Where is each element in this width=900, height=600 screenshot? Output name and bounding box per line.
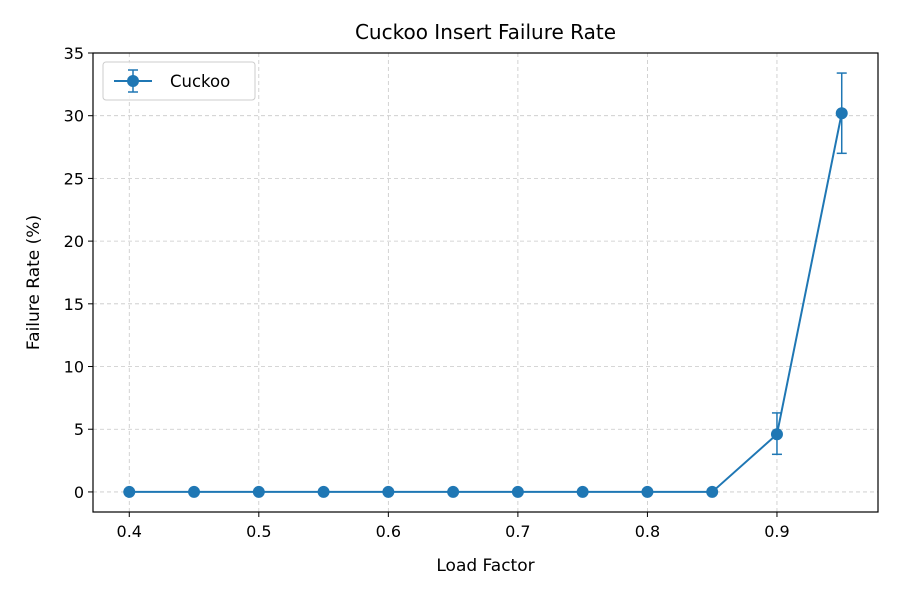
data-point bbox=[382, 485, 395, 498]
y-tick-label: 0 bbox=[74, 483, 84, 502]
x-axis-label: Load Factor bbox=[436, 556, 534, 576]
data-point bbox=[188, 485, 201, 498]
series-layer bbox=[123, 72, 848, 498]
ticks: 0.4 0.5 0.6 0.7 0.8 0.9 0 5 10 15 20 25 30 35 bbox=[64, 44, 790, 541]
y-tick-label: 5 bbox=[74, 420, 84, 439]
x-tick-label: 0.9 bbox=[764, 522, 789, 541]
y-tick-label: 30 bbox=[64, 107, 84, 126]
data-point bbox=[447, 485, 460, 498]
legend-box bbox=[102, 61, 256, 101]
y-tick-label: 20 bbox=[64, 232, 84, 251]
data-point bbox=[641, 485, 654, 498]
data-point bbox=[770, 428, 783, 441]
data-point bbox=[576, 485, 589, 498]
data-point bbox=[317, 485, 330, 498]
data-point bbox=[123, 485, 136, 498]
plot-frame bbox=[92, 52, 879, 513]
legend: Cuckoo bbox=[102, 61, 256, 101]
data-point bbox=[706, 485, 719, 498]
data-point bbox=[835, 107, 848, 120]
y-axis-label: Failure Rate (%) bbox=[24, 215, 44, 350]
legend-label: Cuckoo bbox=[170, 72, 230, 91]
data-point bbox=[511, 485, 524, 498]
y-tick-label: 25 bbox=[64, 169, 84, 188]
x-tick-label: 0.5 bbox=[246, 522, 271, 541]
data-point bbox=[252, 485, 265, 498]
x-tick-label: 0.4 bbox=[117, 522, 142, 541]
y-tick-label: 15 bbox=[64, 295, 84, 314]
series-line bbox=[129, 112, 843, 493]
chart-title: Cuckoo Insert Failure Rate bbox=[355, 20, 616, 44]
legend-marker bbox=[127, 75, 139, 87]
x-tick-label: 0.6 bbox=[376, 522, 401, 541]
x-tick-label: 0.7 bbox=[505, 522, 530, 541]
y-tick-label: 10 bbox=[64, 358, 84, 377]
y-tick-label: 35 bbox=[64, 44, 84, 63]
x-tick-label: 0.8 bbox=[635, 522, 660, 541]
